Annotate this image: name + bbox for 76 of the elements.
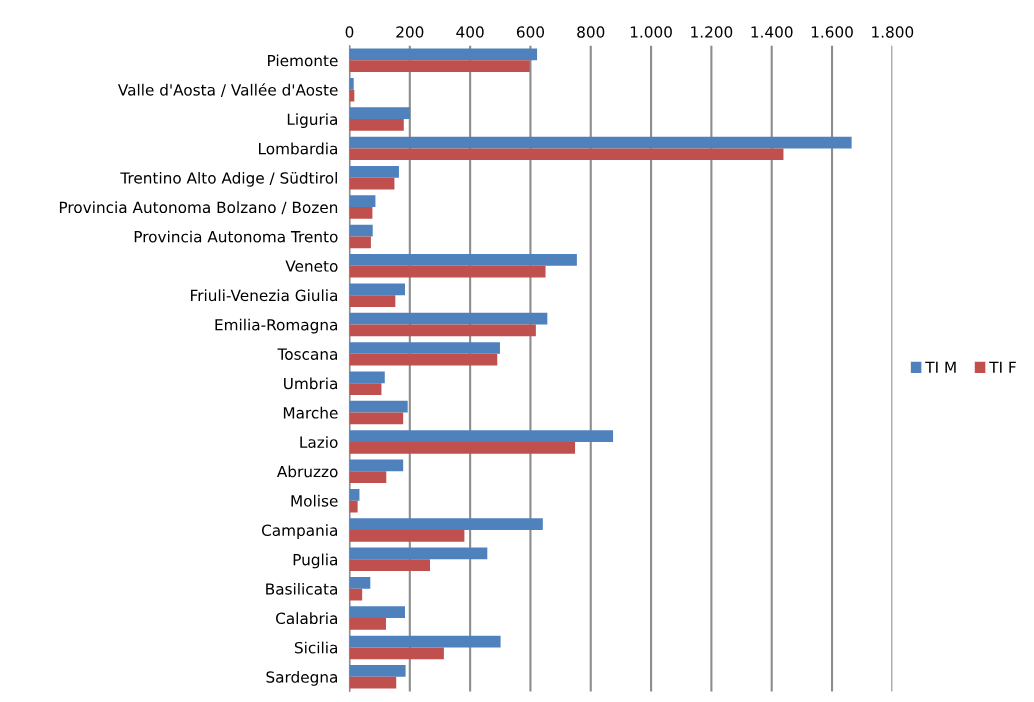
legend-label: TI F	[989, 361, 1016, 373]
y-tick-label: Abruzzo	[277, 465, 338, 478]
bar	[349, 665, 406, 677]
x-tick-label: 1.200	[691, 26, 733, 38]
bar	[349, 107, 411, 120]
bar	[349, 606, 405, 619]
bar	[349, 676, 397, 689]
x-tick-label: 1.400	[751, 26, 793, 38]
y-tick-label: Basilicata	[266, 582, 337, 595]
bar	[349, 48, 538, 61]
bar	[349, 224, 373, 237]
bar	[349, 459, 404, 472]
bar	[349, 77, 354, 90]
x-tick-label: 600	[516, 26, 545, 38]
x-tick-label: 1.600	[811, 26, 853, 38]
bar	[349, 371, 385, 384]
y-tick-label: Lazio	[300, 436, 338, 448]
bar	[349, 488, 360, 501]
bar	[349, 559, 431, 572]
bar	[349, 547, 488, 560]
bar	[349, 430, 614, 442]
y-tick-label: Puglia	[293, 553, 337, 569]
y-tick-label: Campania	[261, 524, 337, 539]
bar	[349, 342, 500, 354]
y-tick-label: Sardegna	[266, 670, 337, 686]
bar	[349, 383, 382, 395]
bar	[349, 254, 577, 266]
y-tick-label: Umbria	[284, 377, 337, 390]
bar	[349, 576, 371, 589]
bar	[349, 312, 548, 325]
bar	[349, 471, 387, 484]
bar	[349, 177, 395, 190]
bar	[349, 236, 371, 249]
y-tick-label: Friuli-Venezia Giulia	[191, 289, 337, 302]
legend-label: TI M	[925, 361, 956, 373]
y-tick-label: Sicilia	[294, 641, 337, 654]
bar	[349, 265, 546, 278]
bar	[349, 119, 404, 131]
bar	[349, 148, 784, 161]
bar	[349, 400, 408, 413]
x-tick-label: 0	[345, 26, 354, 38]
bar	[349, 324, 536, 337]
x-tick-label: 400	[456, 26, 484, 38]
bar	[349, 530, 465, 542]
x-tick-label: 1.000	[630, 26, 672, 38]
bar	[349, 353, 498, 366]
y-tick-label: Piemonte	[268, 54, 338, 67]
bar	[349, 635, 501, 648]
y-tick-label: Provincia Autonoma Bolzano / Bozen	[59, 201, 338, 215]
y-tick-label: Trentino Alto Adige / Südtirol	[120, 171, 337, 187]
y-tick-label: Toscana	[277, 348, 337, 360]
y-tick-label: Lombardia	[259, 142, 337, 155]
y-tick-label: Veneto	[285, 260, 338, 272]
y-tick-label: Marche	[283, 406, 338, 419]
y-tick-label: Emilia-Romagna	[215, 318, 337, 334]
x-tick-label: 800	[577, 26, 605, 38]
bar	[349, 500, 358, 513]
bar	[349, 295, 396, 307]
bar	[349, 136, 852, 149]
bar	[349, 60, 530, 73]
y-tick-label: Molise	[291, 494, 338, 507]
bar	[349, 441, 576, 454]
bar	[349, 165, 399, 178]
y-tick-label: Liguria	[287, 113, 337, 128]
bar	[349, 518, 543, 531]
x-tick-label: 1.800	[872, 26, 914, 38]
bar	[349, 283, 405, 296]
y-tick-label: Calabria	[276, 612, 337, 625]
bar	[349, 647, 444, 660]
y-tick-label: Valle d'Aosta / Vallée d'Aoste	[117, 83, 338, 97]
bar	[349, 618, 386, 630]
bar	[349, 412, 404, 425]
x-tick-label: 200	[396, 26, 424, 38]
bar	[349, 207, 373, 219]
bar	[349, 195, 376, 208]
y-tick-label: Provincia Autonoma Trento	[134, 230, 338, 243]
